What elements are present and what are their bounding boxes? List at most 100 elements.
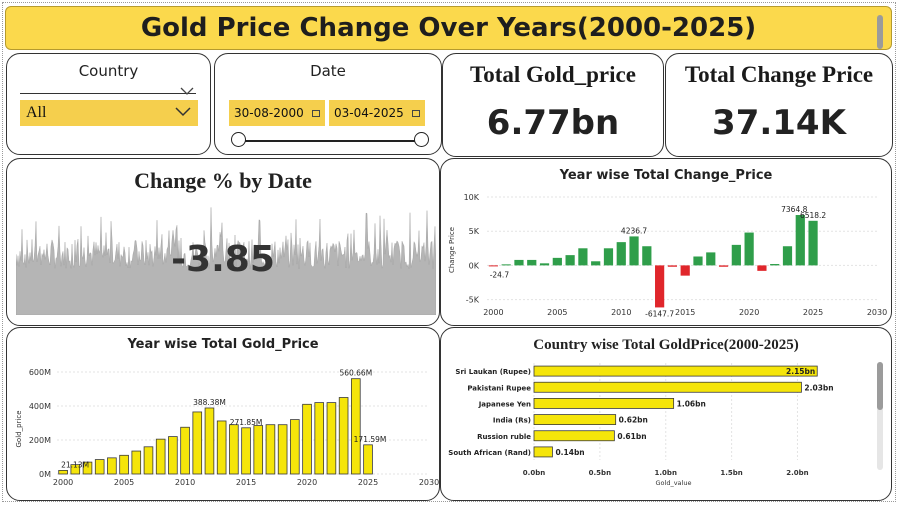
category-label: South African (Rand) xyxy=(448,449,531,457)
kpi-total-gold-price: Total Gold_price 6.77bn xyxy=(442,53,664,157)
data-label: 271.85M xyxy=(230,418,263,427)
gold-price-chart: 600M 400M 200M 0M Gold_price 2000 2005 2010 2015… xyxy=(15,368,439,487)
country-gold-chart: 0.0bn 0.5bn 1.0bn 1.5bn 2.0bn Gold_value Sri L… xyxy=(448,363,834,487)
y-tick-label: 600M xyxy=(29,368,51,377)
gold-bar-2003 xyxy=(94,459,105,475)
change-bar-2022 xyxy=(770,264,780,266)
x-tick-label: 2020 xyxy=(739,308,759,317)
change-pct-value: -3.85 xyxy=(171,239,275,280)
gold-bar-2025 xyxy=(363,444,373,475)
y-tick-label: -5K xyxy=(466,296,480,305)
gold-bar-2023 xyxy=(338,397,349,475)
y-tick-label: 0K xyxy=(469,261,480,270)
end-date-input[interactable]: 03-04-2025 xyxy=(329,100,425,126)
date-range-start-handle[interactable] xyxy=(231,132,246,147)
change-bar-2004 xyxy=(539,263,550,266)
chart-scrollbar-track xyxy=(877,362,883,470)
kpi-total-change-price-label: Total Change Price xyxy=(684,62,874,87)
gold-bar-2005 xyxy=(119,454,129,475)
change-bar-2018 xyxy=(718,265,729,267)
gold-bar-2010 xyxy=(180,426,190,475)
change-pct-card: Change % by Date -3.85 xyxy=(6,158,440,326)
change-bar-2024 xyxy=(795,215,805,266)
y-tick-label: 400M xyxy=(29,402,51,411)
x-tick-label: 2000 xyxy=(483,308,503,317)
country-dropdown[interactable]: All xyxy=(20,100,198,126)
gold-bar-2009 xyxy=(168,436,178,475)
x-tick-label: 2030 xyxy=(419,478,439,487)
data-label: 2.15bn xyxy=(786,367,815,376)
date-slicer-title: Date xyxy=(310,62,346,80)
x-tick-label: 2000 xyxy=(53,478,73,487)
data-label: 4236.7 xyxy=(621,226,647,235)
x-tick-label: 2030 xyxy=(867,308,887,317)
gold-bar-2015 xyxy=(241,427,251,475)
change-bar-2025 xyxy=(808,220,818,266)
data-label: 560.66M xyxy=(339,369,372,378)
x-tick-label: 2005 xyxy=(547,308,567,317)
change-bar-2006 xyxy=(565,255,575,266)
dashboard-title: Gold Price Change Over Years(2000-2025) xyxy=(140,13,757,43)
change-pct-area xyxy=(16,207,436,315)
x-tick-label: 0.0bn xyxy=(523,469,545,477)
change-bar-2010 xyxy=(616,242,626,266)
change-bar-2002 xyxy=(514,259,524,266)
x-tick-label: 1.0bn xyxy=(655,469,677,477)
x-tick-label: 2015 xyxy=(675,308,695,317)
change-bar-2005 xyxy=(552,257,562,266)
category-label: Russion ruble xyxy=(477,433,531,441)
scrollbar-thumb[interactable] xyxy=(877,15,883,49)
gold-bar-2007 xyxy=(143,446,154,475)
category-label: Pakistani Rupee xyxy=(467,384,531,392)
chart-scrollbar-thumb[interactable] xyxy=(877,362,883,410)
country-bar xyxy=(533,365,818,377)
category-label: Japanese Yen xyxy=(478,400,531,408)
chevron-down-icon[interactable] xyxy=(179,81,195,100)
gold-bar-2017 xyxy=(265,424,276,475)
gold-bar-2000 xyxy=(58,470,68,475)
change-bar-2020 xyxy=(744,232,754,266)
gold-bar-2001 xyxy=(70,464,81,475)
gold-bar-2011 xyxy=(192,411,203,475)
change-bar-2019 xyxy=(731,244,741,266)
category-label: Sri Laukan (Rupee) xyxy=(455,368,531,376)
change-bar-2011 xyxy=(629,236,639,266)
change-bar-2023 xyxy=(782,246,793,266)
change-price-chart-card: Year wise Total Change_Price 10K 5K 0K -5K C… xyxy=(440,158,892,326)
data-label: 1.06bn xyxy=(677,399,706,408)
gold-bar-2022 xyxy=(326,402,337,475)
data-label: 0.14bn xyxy=(555,448,584,457)
country-slicer-title: Country xyxy=(78,62,139,80)
change-bar-2000 xyxy=(488,265,498,267)
kpi-total-change-price: Total Change Price 37.14K xyxy=(665,53,893,157)
calendar-icon xyxy=(312,109,320,117)
start-date-input[interactable]: 30-08-2000 xyxy=(229,100,325,126)
gold-bar-2016 xyxy=(253,425,264,475)
change-bar-2003 xyxy=(527,259,537,266)
x-tick-label: 2005 xyxy=(114,478,134,487)
change-bar-2007 xyxy=(578,248,588,266)
change-bar-2012 xyxy=(642,246,652,266)
date-range-end-handle[interactable] xyxy=(414,132,429,147)
y-axis-label: Gold_price xyxy=(15,410,23,447)
change-bar-2015 xyxy=(680,265,690,276)
data-label: -24.7 xyxy=(490,270,510,279)
gold-bar-2004 xyxy=(107,457,117,475)
change-pct-title: Change % by Date xyxy=(134,168,312,193)
y-tick-label: 10K xyxy=(464,193,480,202)
kpi-total-gold-price-label: Total Gold_price xyxy=(470,62,636,87)
country-bar xyxy=(533,430,615,442)
gold-bar-2008 xyxy=(155,438,166,475)
country-slicer-divider xyxy=(20,93,196,94)
change-bar-2021 xyxy=(757,265,767,271)
x-tick-label: 1.5bn xyxy=(720,469,742,477)
gold-bar-2024 xyxy=(351,378,361,475)
country-dropdown-value: All xyxy=(26,104,47,121)
data-label: -6147.7 xyxy=(645,309,674,318)
x-tick-label: 2025 xyxy=(358,478,378,487)
x-tick-label: 2020 xyxy=(297,478,317,487)
gold-bar-2020 xyxy=(302,403,312,475)
data-label: 7364.8 xyxy=(781,205,807,214)
data-label: 0.61bn xyxy=(617,432,646,441)
date-slicer: Date 30-08-2000 03-04-2025 xyxy=(214,53,442,155)
